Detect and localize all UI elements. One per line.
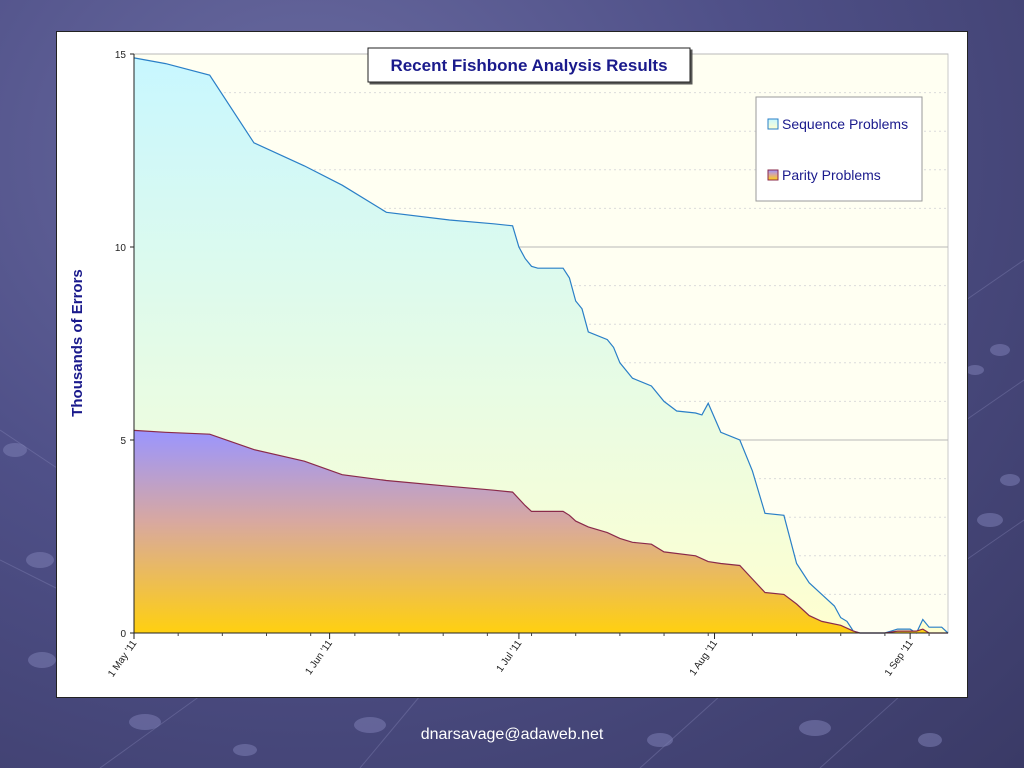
x-tick-label: 1 Jul '11 [495, 638, 525, 674]
area-parity-problems [134, 430, 948, 633]
x-tick-label: 1 May '11 [106, 638, 140, 679]
legend-swatch-sequence-problems [767, 118, 779, 130]
legend: Sequence Problems Parity Problems [755, 96, 923, 202]
legend-label-parity-problems: Parity Problems [782, 167, 881, 183]
y-axis-label: Thousands of Errors [69, 269, 86, 417]
x-tick-label: 1 Aug '11 [688, 638, 721, 678]
x-tick-label: 1 Jun '11 [303, 638, 335, 677]
y-axis-ticks: 0 5 10 15 [115, 50, 134, 640]
y-tick-label: 10 [115, 243, 127, 254]
x-axis-ticks: 1 May '11 1 Jun '11 1 Jul '11 1 Aug '11 1 Se… [106, 633, 930, 679]
y-tick-label: 15 [115, 50, 127, 61]
legend-swatch-parity-problems [767, 169, 779, 181]
series-areas [133, 57, 949, 634]
chart-title-box: Recent Fishbone Analysis Results [367, 47, 691, 83]
legend-label-sequence-problems: Sequence Problems [782, 116, 908, 132]
x-tick-label: 1 Sep '11 [883, 638, 916, 678]
line-parity-problems [133, 429, 948, 634]
footer-email: dnarsavage@adaweb.net [420, 726, 604, 743]
area-chart: 0 5 10 15 1 May '11 1 Jun '11 1 Jul '11 1 Aug … [69, 47, 949, 679]
chart-title: Recent Fishbone Analysis Results [390, 56, 667, 75]
y-tick-label: 0 [120, 629, 126, 640]
chart-panel: 0 5 10 15 1 May '11 1 Jun '11 1 Jul '11 1 Aug … [56, 31, 968, 698]
y-tick-label: 5 [120, 436, 126, 447]
